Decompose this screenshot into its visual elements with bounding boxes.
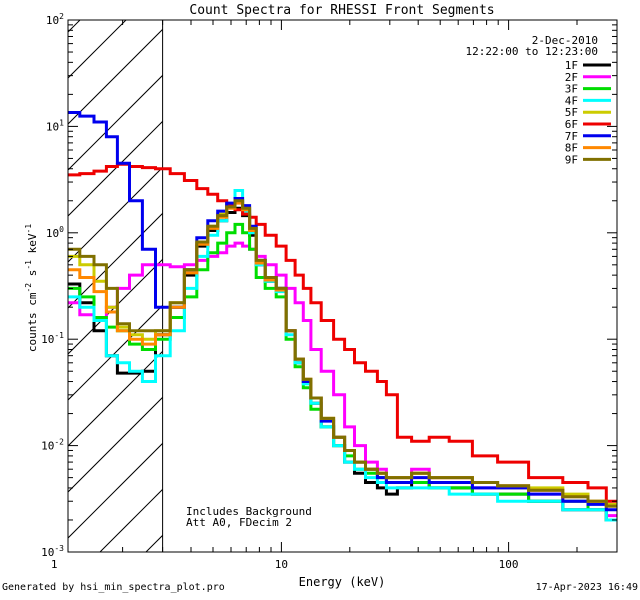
legend-label-5F: 5F [565, 106, 578, 119]
legend-label-8F: 8F [565, 142, 578, 155]
y-tick-label: 10-3 [41, 544, 64, 559]
series-5F-line [68, 199, 617, 506]
annotation-attenuator: Att A0, FDecim 2 [186, 516, 292, 529]
series-3F-line [68, 222, 617, 522]
series-4F-line [68, 189, 617, 522]
y-tick-label: 10-2 [41, 438, 64, 453]
hatch-line [68, 396, 163, 493]
series-6F-line [68, 162, 617, 503]
legend-label-4F: 4F [565, 94, 578, 107]
series-9F-line [68, 199, 617, 508]
legend-date: 2-Dec-2010 [532, 34, 598, 47]
y-tick-label: 100 [46, 225, 64, 240]
series-7F-line [68, 111, 617, 512]
axis-ticks: 1 10 100 10-3 10-2 10-1 100 101 102 [41, 12, 618, 571]
legend-time-range: 12:22:00 to 12:23:00 [466, 45, 598, 58]
y-axis-label: counts cm-2​ s-1​ keV-1​ [24, 224, 39, 352]
legend-label-7F: 7F [565, 130, 578, 143]
legend-label-6F: 6F [565, 118, 578, 131]
legend: 2-Dec-2010 12:22:00 to 12:23:00 1F2F3F4F… [466, 34, 611, 166]
legend-label-2F: 2F [565, 71, 578, 84]
x-axis-label: Energy (keV) [299, 575, 386, 589]
footer-timestamp: 17-Apr-2023 16:49 [535, 582, 638, 593]
x-tick-label: 1 [51, 558, 58, 571]
series-lines [68, 111, 617, 522]
series-2F-line [68, 241, 617, 518]
hatch-line [68, 166, 163, 263]
hatch-line [68, 212, 163, 309]
chart-title: Count Spectra for RHESSI Front Segments [189, 3, 494, 18]
series-1F-line [68, 206, 617, 522]
footer-generated-by: Generated by hsi_min_spectra_plot.pro [2, 582, 225, 593]
x-tick-label: 10 [275, 558, 288, 571]
legend-label-3F: 3F [565, 83, 578, 96]
hatch-line [68, 20, 127, 79]
plot-frame [67, 19, 618, 553]
legend-label-9F: 9F [565, 153, 578, 166]
y-tick-label: 102 [46, 12, 64, 27]
x-tick-label: 100 [499, 558, 519, 571]
y-tick-label: 101 [46, 118, 64, 133]
hatch-line [68, 442, 163, 539]
y-tick-label: 10-1 [41, 331, 64, 346]
background-hatch-region [68, 20, 163, 552]
annotation-background: Includes Background [186, 505, 312, 518]
legend-label-1F: 1F [565, 59, 578, 72]
y-axis-label-text: counts cm-2​ s-1​ keV-1​ [24, 224, 39, 352]
hatch-line [68, 20, 81, 33]
hatch-line [68, 28, 163, 125]
